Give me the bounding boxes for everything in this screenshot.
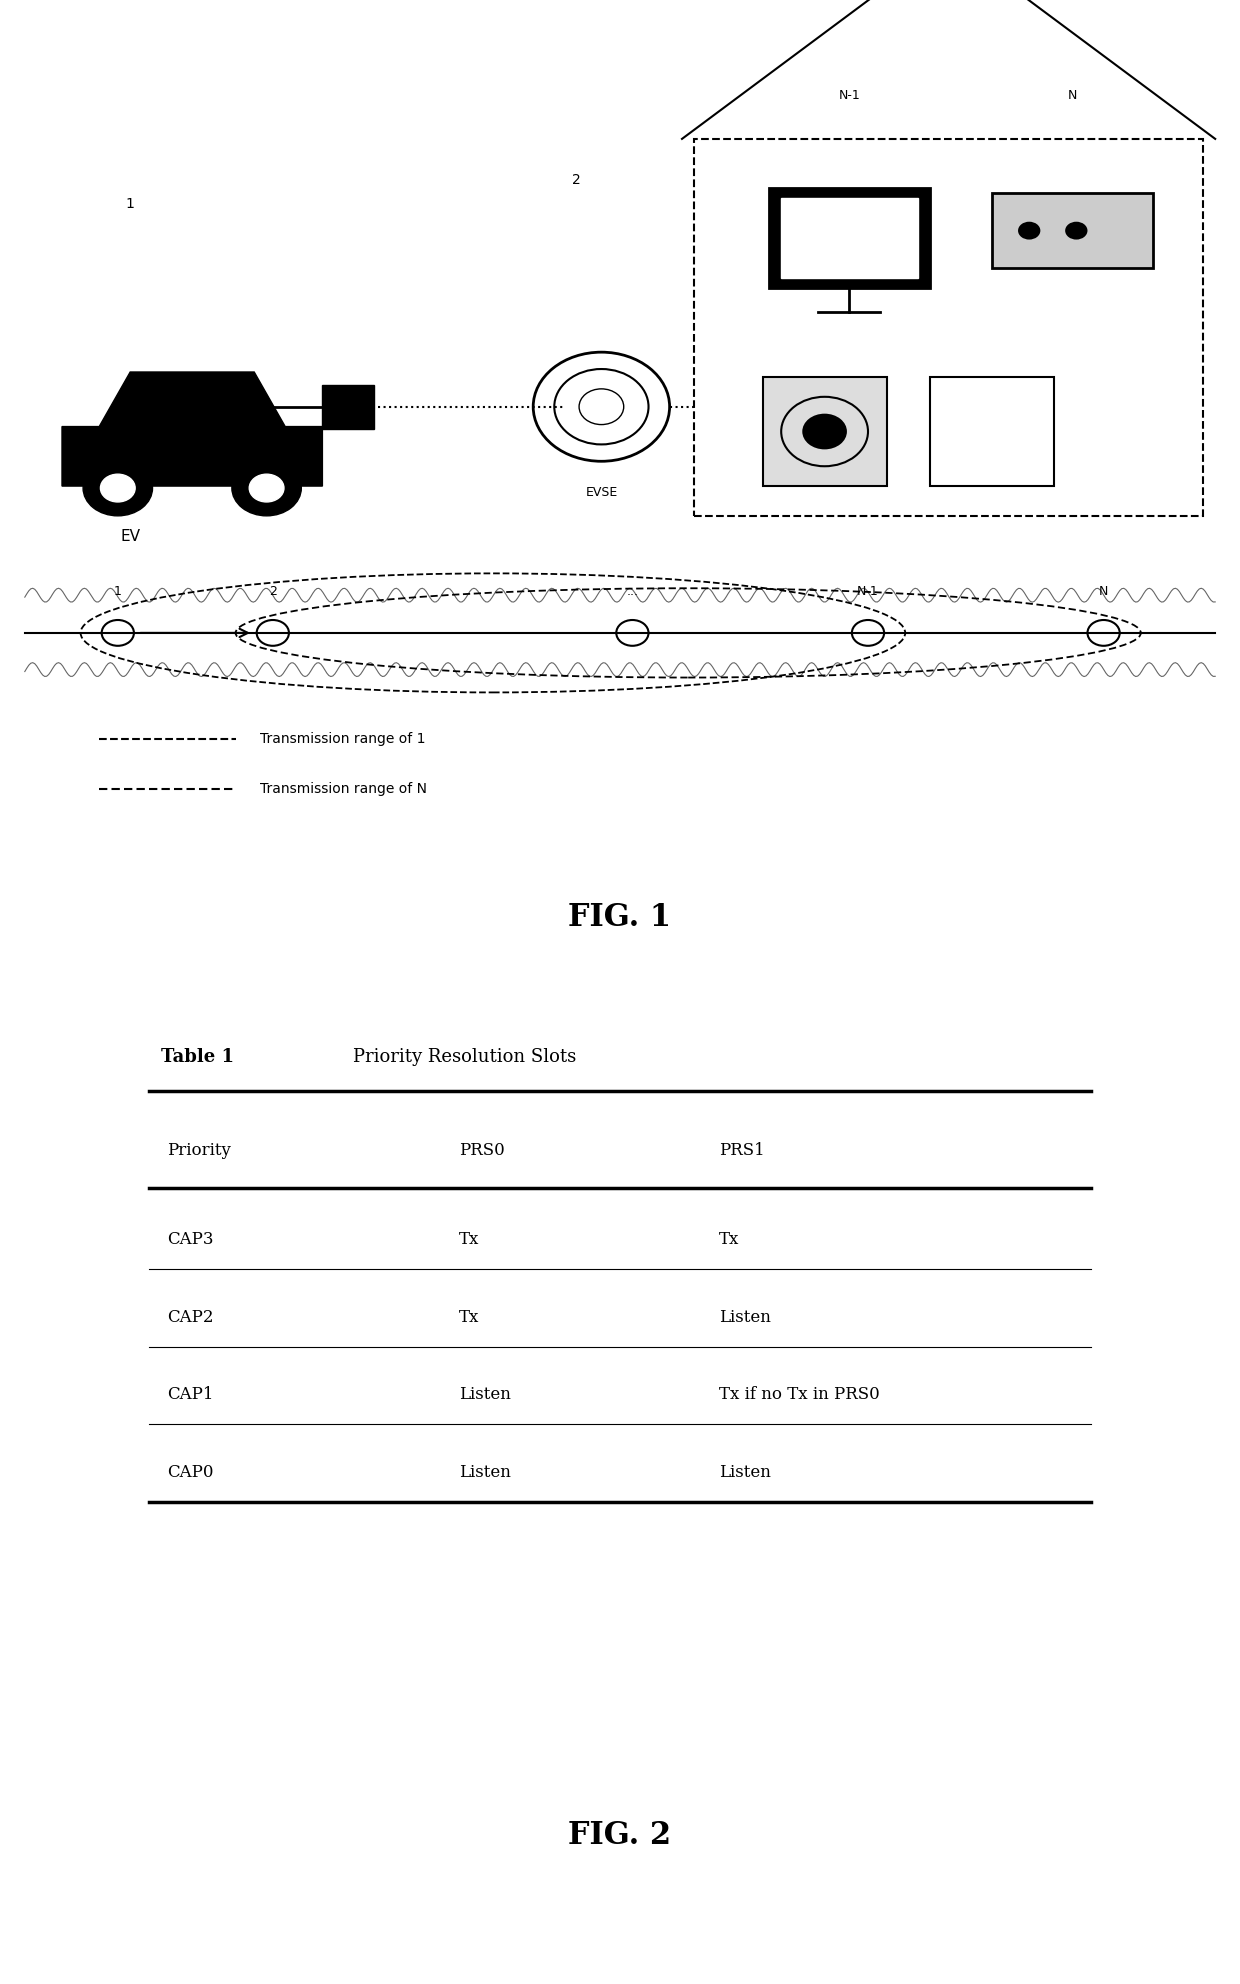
Circle shape: [83, 460, 153, 516]
Circle shape: [616, 619, 649, 647]
Circle shape: [1018, 222, 1040, 240]
Circle shape: [257, 619, 289, 647]
Text: 1: 1: [125, 196, 135, 212]
Text: Listen: Listen: [719, 1464, 771, 1480]
Circle shape: [1087, 619, 1120, 647]
Text: Transmission range of N: Transmission range of N: [260, 782, 428, 796]
Circle shape: [802, 413, 847, 450]
Polygon shape: [781, 198, 918, 278]
Text: CAP0: CAP0: [167, 1464, 213, 1480]
Circle shape: [100, 474, 135, 502]
Text: Tx: Tx: [459, 1309, 479, 1325]
Text: Tx: Tx: [459, 1232, 479, 1248]
Text: Table 1: Table 1: [161, 1048, 234, 1067]
Text: FIG. 1: FIG. 1: [568, 903, 672, 932]
Text: ...: ...: [626, 585, 639, 599]
Text: CAP2: CAP2: [167, 1309, 213, 1325]
Text: N-1: N-1: [857, 585, 879, 599]
Text: Listen: Listen: [459, 1464, 511, 1480]
Polygon shape: [763, 377, 887, 486]
Text: N: N: [1068, 89, 1078, 103]
Text: Priority: Priority: [167, 1143, 232, 1159]
Text: Listen: Listen: [719, 1309, 771, 1325]
Circle shape: [249, 474, 284, 502]
Text: PRS0: PRS0: [459, 1143, 505, 1159]
Circle shape: [232, 460, 301, 516]
Circle shape: [1065, 222, 1087, 240]
Text: Listen: Listen: [459, 1387, 511, 1403]
Text: N: N: [1099, 585, 1109, 599]
Text: 2: 2: [572, 173, 582, 186]
Text: 1: 1: [114, 585, 122, 599]
Text: Priority Resolution Slots: Priority Resolution Slots: [353, 1048, 577, 1067]
Text: EV: EV: [120, 528, 140, 544]
Text: N-1: N-1: [838, 89, 861, 103]
Text: CAP3: CAP3: [167, 1232, 213, 1248]
Polygon shape: [322, 385, 374, 429]
Polygon shape: [62, 373, 322, 486]
Circle shape: [102, 619, 134, 647]
Polygon shape: [769, 188, 930, 288]
Text: FIG. 2: FIG. 2: [568, 1819, 672, 1851]
Text: EVSE: EVSE: [585, 486, 618, 500]
Text: Tx if no Tx in PRS0: Tx if no Tx in PRS0: [719, 1387, 880, 1403]
Text: 2: 2: [269, 585, 277, 599]
Text: CAP1: CAP1: [167, 1387, 213, 1403]
Text: Transmission range of 1: Transmission range of 1: [260, 732, 425, 746]
Circle shape: [852, 619, 884, 647]
Text: Tx: Tx: [719, 1232, 739, 1248]
Polygon shape: [992, 194, 1153, 268]
Text: PRS1: PRS1: [719, 1143, 765, 1159]
